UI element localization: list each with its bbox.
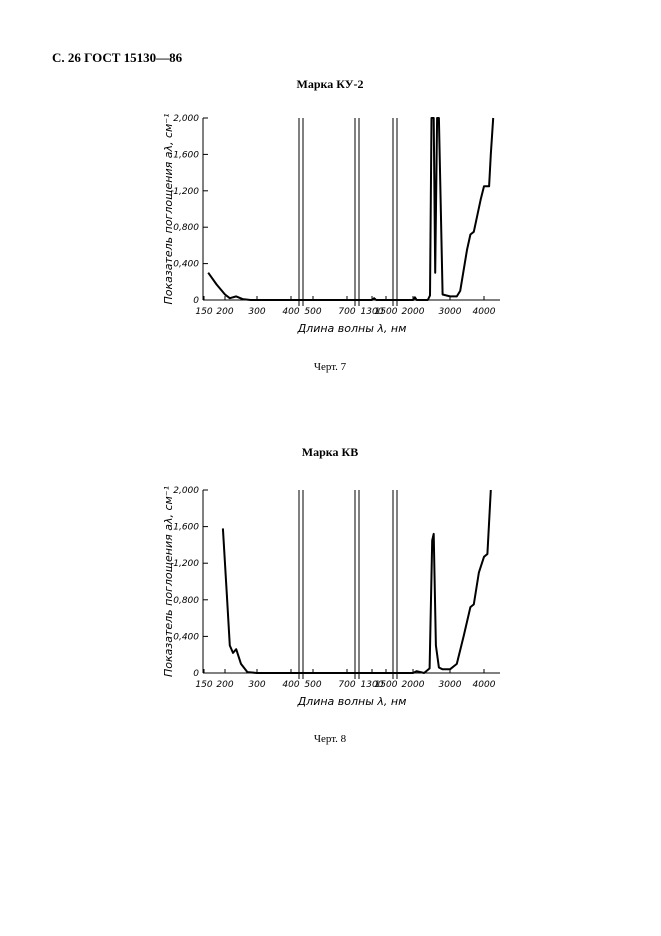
x-tick-label: 500 xyxy=(304,680,321,690)
x-tick-label: 3000 xyxy=(439,680,462,690)
y-axis-label: Показатель поглощения aλ, см⁻¹ xyxy=(162,113,175,304)
y-tick-label: 0 xyxy=(193,669,199,679)
curve xyxy=(221,489,492,674)
x-tick-label: 2000 xyxy=(402,680,425,690)
chart-title: Марка КУ-2 xyxy=(297,77,364,91)
x-axis-label: Длина волны λ, нм xyxy=(297,695,407,708)
caption: Черт. 8 xyxy=(314,733,347,745)
curve xyxy=(207,117,495,301)
y-tick-label: 1,600 xyxy=(173,523,199,533)
y-tick-label: 0,400 xyxy=(173,260,199,270)
y-tick-label: 2,000 xyxy=(173,114,199,124)
x-tick-label: 4000 xyxy=(473,680,496,690)
y-tick-label: 0 xyxy=(193,296,199,306)
x-tick-label: 400 xyxy=(282,680,299,690)
y-tick-label: 0,400 xyxy=(173,632,199,642)
x-tick-label: 400 xyxy=(282,307,299,317)
caption: Черт. 7 xyxy=(314,361,347,373)
x-tick-label: 150 xyxy=(195,307,212,317)
x-axis-label: Длина волны λ, нм xyxy=(297,322,407,335)
x-tick-label: 1300 xyxy=(361,307,384,317)
x-tick-label: 300 xyxy=(248,680,265,690)
x-tick-label: 2000 xyxy=(402,307,425,317)
y-tick-label: 1,200 xyxy=(173,187,199,197)
x-tick-label: 700 xyxy=(338,307,355,317)
y-tick-label: 0,800 xyxy=(173,223,199,233)
y-tick-label: 1,600 xyxy=(173,150,199,160)
chart-title: Марка КВ xyxy=(302,445,358,459)
x-tick-label: 150 xyxy=(195,680,212,690)
y-tick-label: 1,200 xyxy=(173,559,199,569)
x-tick-label: 300 xyxy=(248,307,265,317)
y-axis-label: Показатель поглощения aλ, см⁻¹ xyxy=(162,486,175,677)
x-tick-label: 200 xyxy=(216,307,233,317)
x-tick-label: 500 xyxy=(304,307,321,317)
header: С. 26 ГОСТ 15130—86 xyxy=(52,50,183,65)
x-tick-label: 700 xyxy=(338,680,355,690)
x-tick-label: 1300 xyxy=(361,680,384,690)
x-tick-label: 4000 xyxy=(473,307,496,317)
x-tick-label: 1500 xyxy=(375,307,398,317)
x-tick-label: 200 xyxy=(216,680,233,690)
y-tick-label: 2,000 xyxy=(173,486,199,496)
x-tick-label: 3000 xyxy=(439,307,462,317)
x-tick-label: 1500 xyxy=(375,680,398,690)
y-tick-label: 0,800 xyxy=(173,596,199,606)
